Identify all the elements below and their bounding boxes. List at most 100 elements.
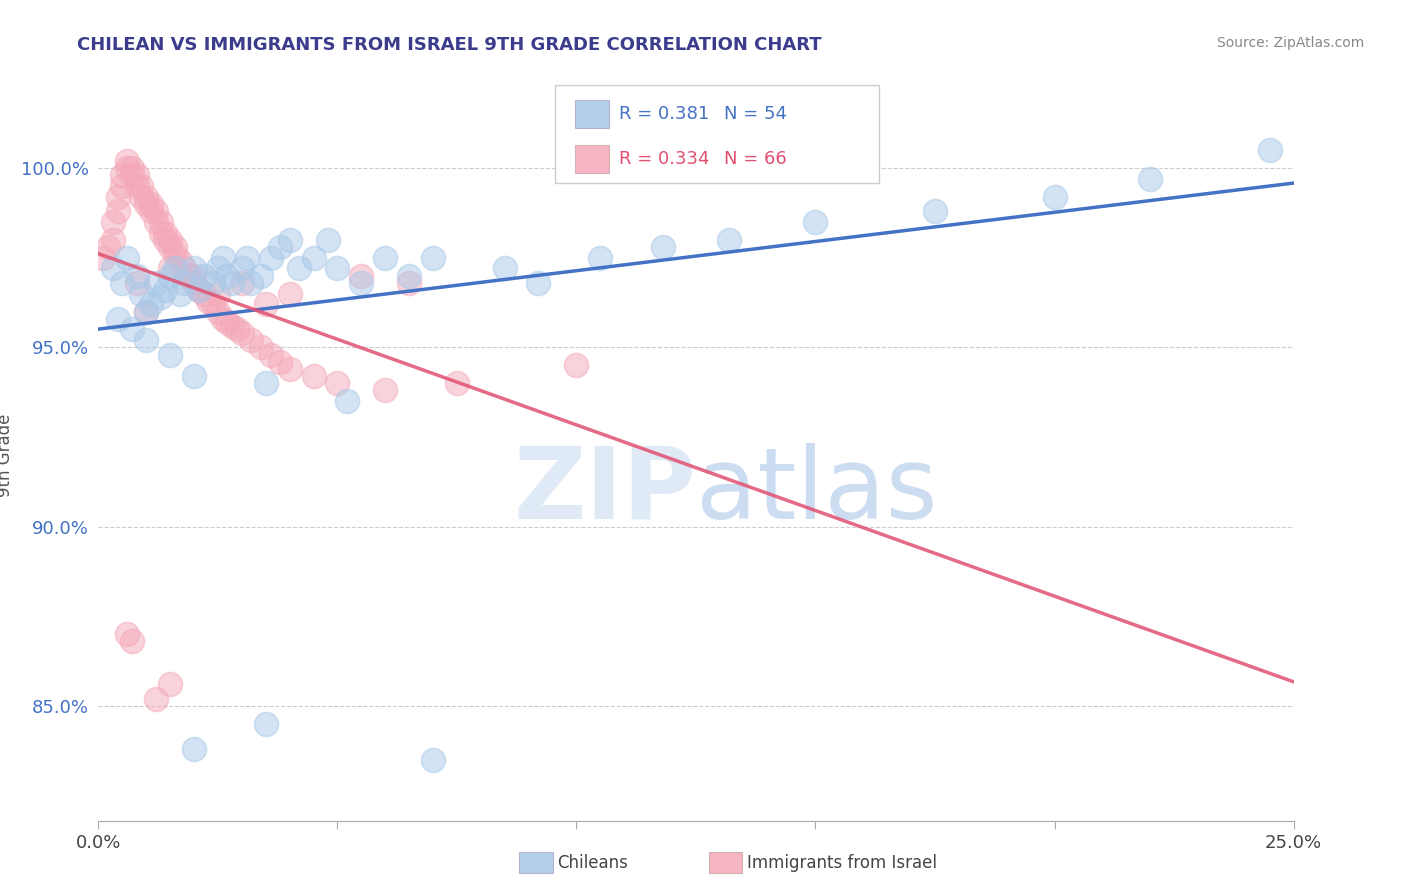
Point (565, 359, 588, 373)
Point (159, 677, 181, 691)
Point (155, 226, 177, 240)
Point (398, 268, 420, 283)
Point (924, 204, 946, 219)
Point (187, 283, 209, 297)
Point (374, 251, 396, 265)
Point (139, 204, 162, 219)
Point (231, 276, 253, 290)
Text: ZIP: ZIP (513, 443, 696, 540)
Point (254, 716, 277, 731)
Text: N = 66: N = 66 (724, 150, 787, 168)
Point (125, 179, 148, 194)
Text: Chileans: Chileans (557, 854, 627, 871)
Text: R = 0.334: R = 0.334 (619, 150, 709, 168)
Point (145, 215, 167, 229)
Point (193, 286, 215, 301)
Point (226, 322, 249, 336)
Point (278, 233, 301, 247)
Point (254, 297, 277, 311)
Text: Source: ZipAtlas.com: Source: ZipAtlas.com (1216, 36, 1364, 50)
Text: atlas: atlas (696, 443, 938, 540)
Point (187, 283, 209, 297)
Point (107, 311, 129, 326)
Point (115, 251, 138, 265)
Point (527, 276, 550, 290)
Point (125, 168, 148, 182)
Point (91, 251, 114, 265)
Point (302, 369, 325, 384)
Point (111, 179, 134, 194)
Point (240, 276, 263, 290)
Point (155, 283, 177, 297)
Point (183, 742, 205, 756)
Text: N = 54: N = 54 (724, 105, 787, 123)
Point (589, 251, 612, 265)
Point (326, 376, 349, 391)
Point (250, 340, 273, 354)
Point (350, 276, 373, 290)
Point (159, 347, 181, 361)
Point (121, 634, 143, 648)
Point (326, 261, 349, 276)
Point (422, 753, 444, 767)
Point (1139, 171, 1161, 186)
Point (240, 333, 263, 347)
Point (221, 318, 243, 333)
Point (211, 251, 233, 265)
Point (183, 261, 205, 276)
Point (217, 315, 239, 329)
Point (121, 168, 143, 182)
Point (197, 293, 219, 308)
Point (193, 268, 215, 283)
Point (278, 362, 301, 376)
Point (718, 233, 741, 247)
Point (202, 297, 225, 311)
Point (163, 247, 186, 261)
Point (207, 261, 229, 276)
Point (131, 179, 153, 194)
Point (101, 215, 124, 229)
Point (139, 297, 162, 311)
Point (173, 261, 195, 276)
Point (145, 276, 167, 290)
Point (111, 276, 134, 290)
Point (207, 286, 229, 301)
Point (250, 268, 273, 283)
Point (115, 153, 138, 168)
Point (125, 276, 148, 290)
Point (1043, 190, 1066, 204)
Point (131, 286, 153, 301)
Point (107, 204, 129, 219)
Point (207, 304, 229, 318)
Point (155, 233, 177, 247)
Point (101, 233, 124, 247)
Point (269, 354, 291, 368)
Point (221, 276, 243, 290)
Point (107, 190, 129, 204)
Point (374, 384, 396, 398)
Point (804, 215, 827, 229)
Point (1258, 143, 1281, 157)
Point (115, 627, 138, 641)
Point (316, 233, 339, 247)
Point (422, 251, 444, 265)
Point (111, 168, 134, 182)
Point (183, 268, 205, 283)
Point (145, 204, 167, 219)
Point (121, 161, 143, 175)
Point (179, 268, 201, 283)
Text: R = 0.381: R = 0.381 (619, 105, 709, 123)
Point (336, 394, 359, 409)
Point (163, 261, 186, 276)
Point (217, 268, 239, 283)
Point (149, 215, 172, 229)
Point (159, 240, 181, 254)
Point (159, 268, 181, 283)
Point (135, 197, 157, 211)
Point (135, 333, 157, 347)
Point (278, 286, 301, 301)
Point (121, 322, 143, 336)
Point (651, 240, 673, 254)
Point (254, 376, 277, 391)
Point (145, 691, 167, 706)
